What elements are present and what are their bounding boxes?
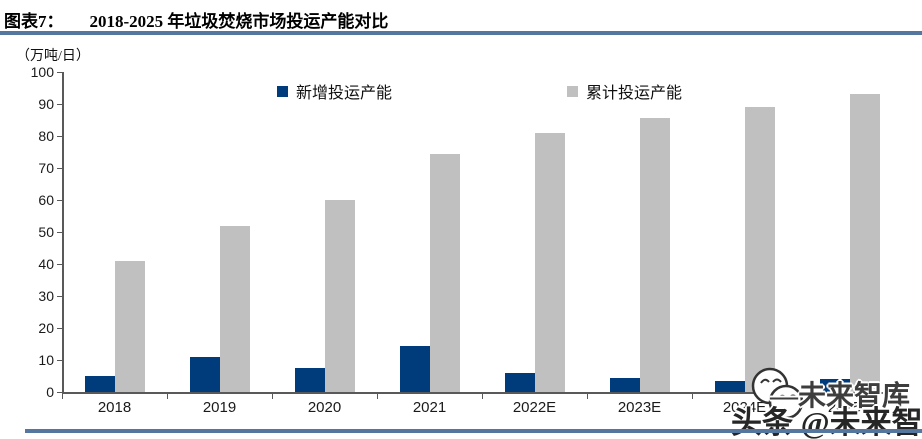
y-axis-label: 70 [38,160,54,176]
y-axis-label: 20 [38,320,54,336]
x-axis-tick [902,394,903,399]
x-axis-tick [377,394,378,399]
bar-new-2021 [399,345,430,392]
x-axis-label: 2021 [412,399,447,416]
bar-new-2024E [714,380,745,392]
legend-item-new: 新增投运产能 [277,79,392,103]
x-axis-tick [62,394,63,399]
y-axis-tick [57,328,62,329]
y-axis-tick [57,136,62,137]
x-axis-label: 2018 [97,399,132,416]
y-axis-tick [57,264,62,265]
bar-new-2023E [609,377,640,392]
legend-swatch [567,85,578,97]
y-axis-label: 0 [46,384,54,400]
y-axis-tick [57,168,62,169]
x-axis-label: 2019 [202,399,237,416]
y-axis-label: 40 [38,256,54,272]
bar-new-2018 [84,376,115,392]
bar-new-2019 [189,356,220,392]
y-axis-label: 90 [38,96,54,112]
figure-title: 2018-2025 年垃圾焚烧市场投运产能对比 [89,12,389,31]
figure-header: 图表7： 2018-2025 年垃圾焚烧市场投运产能对比 [4,7,388,32]
y-axis-tick [57,360,62,361]
x-axis-label: 2020 [307,399,342,416]
x-axis-tick [167,394,168,399]
x-axis-label: 2022E [512,399,557,416]
watermark-text: 头条 @未来智库 [731,405,922,439]
y-axis-line [62,72,64,392]
x-axis-tick [587,394,588,399]
bar-cumulative-2020 [324,200,355,392]
y-axis-tick [57,296,62,297]
bar-cumulative-2018 [114,260,145,392]
bar-cumulative-2019 [219,225,250,392]
legend-label: 新增投运产能 [296,85,393,102]
axis-unit-label: （万吨/日） [16,49,90,64]
y-axis-label: 50 [38,224,54,240]
bar-cumulative-2021 [429,153,460,392]
x-axis-label: 2024E [722,399,767,416]
x-axis-line [62,392,902,394]
y-axis-tick [57,104,62,105]
y-axis-label: 60 [38,192,54,208]
legend-item-cumulative: 累计投运产能 [567,79,682,103]
watermark-ghost-text: —未来智库 [770,381,911,412]
legend-label: 累计投运产能 [586,85,683,102]
y-axis-tick [57,200,62,201]
bar-cumulative-2025E [849,94,880,392]
x-axis-tick [692,394,693,399]
x-axis-tick [482,394,483,399]
y-axis-tick [57,392,62,393]
smiley-face-icon [751,367,804,420]
bar-cumulative-2023E [639,118,670,392]
y-axis-label: 10 [38,352,54,368]
title-underline [0,31,922,35]
y-axis-label: 30 [38,288,54,304]
bar-cumulative-2024E [744,107,775,392]
bar-new-2020 [294,368,325,392]
bottom-border-line [25,429,922,433]
bar-new-2022E [504,372,535,392]
figure-label: 图表7： [4,12,64,31]
y-axis-label: 100 [30,64,54,80]
bar-new-2025E [819,379,850,392]
y-axis-tick [57,232,62,233]
y-axis-tick [57,72,62,73]
y-axis-label: 80 [38,128,54,144]
x-axis-label: 2023E [617,399,662,416]
x-axis-tick [272,394,273,399]
legend-swatch [277,85,288,97]
x-axis-label: 2025E [827,399,872,416]
bar-cumulative-2022E [534,132,565,392]
